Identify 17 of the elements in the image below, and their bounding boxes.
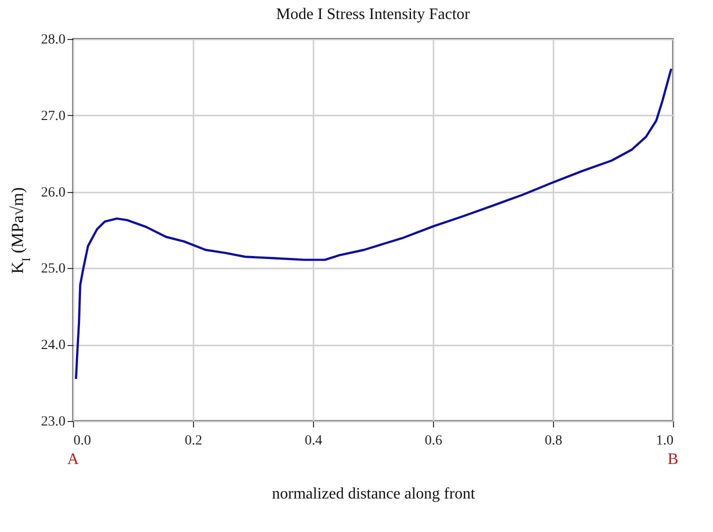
x-tick-label: 0.8: [544, 434, 562, 448]
y-tick-label: 23.0: [41, 414, 66, 430]
y-tick-label: 24.0: [41, 338, 66, 354]
x-tick-label: 1.0: [656, 434, 674, 448]
y-tick-label: 26.0: [41, 185, 66, 200]
x-axis-title: normalized distance along front: [272, 486, 476, 502]
y-tick-label: 27.0: [41, 108, 66, 124]
line-series: [74, 68, 672, 380]
y-tick-label: 25.0: [41, 262, 66, 277]
x-tick-label: 0.4: [304, 434, 322, 448]
y-tick-label: 28.0: [41, 32, 66, 48]
x-tick-label: 0.6: [424, 434, 442, 448]
text: A: [67, 451, 80, 468]
x-tick-label: 0.0: [74, 434, 91, 448]
chart-title: Mode I Stress Intensity Factor: [276, 6, 471, 23]
text: B: [668, 451, 678, 468]
x-tick-label: 0.2: [184, 434, 202, 448]
